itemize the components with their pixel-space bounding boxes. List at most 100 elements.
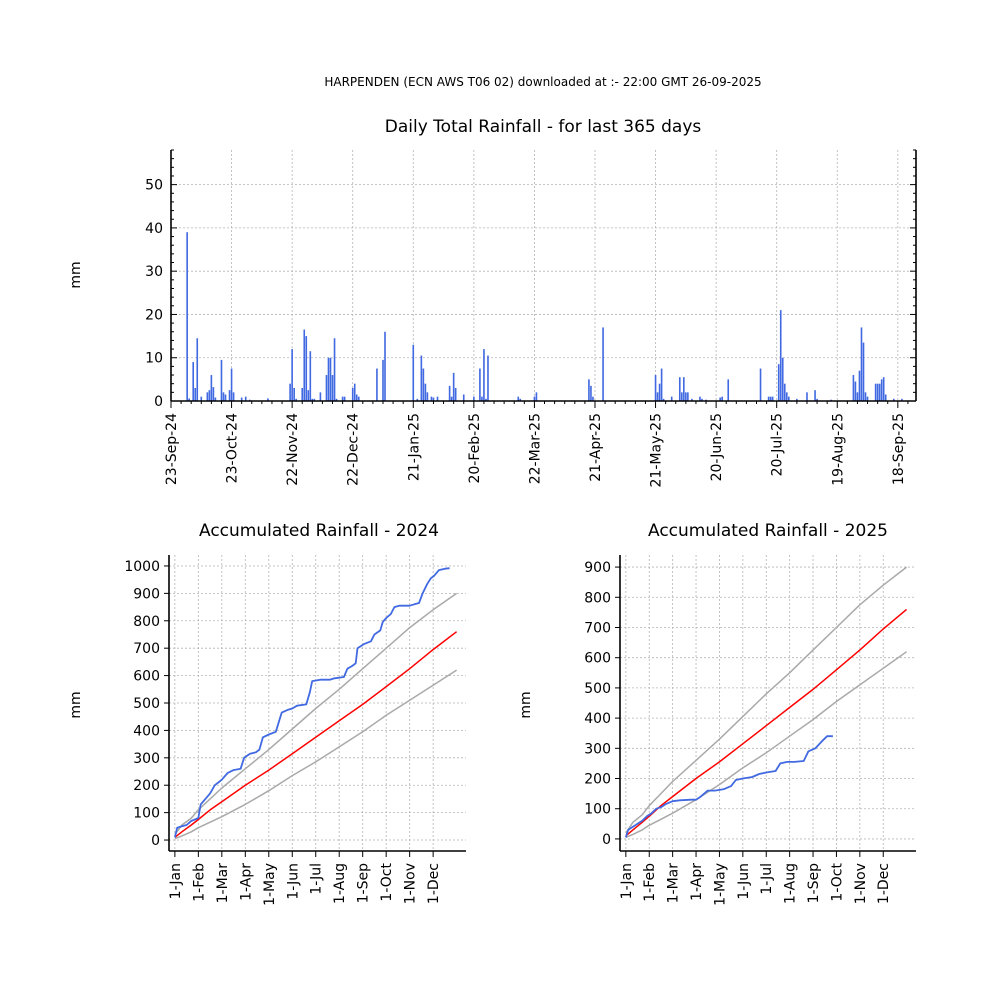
acc-2025-y-tick-label: 200 bbox=[584, 772, 611, 788]
daily-rain-bar bbox=[424, 383, 427, 401]
daily-rain-bar bbox=[309, 351, 312, 401]
daily-rain-bar bbox=[422, 368, 425, 401]
daily-rain-bar bbox=[188, 398, 190, 401]
daily-rain-bar bbox=[588, 379, 590, 401]
daily-rain-bar bbox=[769, 396, 772, 401]
daily-rain-bar bbox=[333, 338, 336, 401]
accumulated-2025-chart: Accumulated Rainfall - 2025 mm 0 100 200 30… bbox=[518, 521, 916, 906]
daily-rain-bar bbox=[771, 396, 774, 401]
daily-rain-bar bbox=[884, 394, 887, 401]
daily-rain-bar bbox=[319, 392, 322, 401]
daily-rain-bar bbox=[785, 392, 788, 401]
daily-rain-bar bbox=[416, 398, 419, 401]
daily-rain-bar bbox=[426, 392, 429, 401]
daily-y-tick-label: 40 bbox=[145, 221, 163, 237]
daily-rain-bar bbox=[301, 388, 304, 401]
daily-y-tick-label: 10 bbox=[145, 351, 163, 367]
daily-rain-bar bbox=[814, 390, 816, 401]
daily-rain-bar bbox=[355, 394, 358, 401]
daily-rain-bar bbox=[454, 388, 457, 401]
daily-rain-bar bbox=[796, 398, 798, 401]
daily-rain-bar bbox=[856, 392, 859, 401]
daily-rain-bar bbox=[487, 355, 489, 401]
daily-y-tick-label: 0 bbox=[154, 394, 163, 410]
daily-rain-bar bbox=[228, 390, 231, 401]
acc-2025-y-tick-label: 100 bbox=[584, 802, 611, 818]
acc-2024-x-tick-label: 1-Dec bbox=[426, 863, 442, 904]
daily-rain-bar bbox=[186, 232, 188, 401]
daily-rain-bar bbox=[450, 396, 453, 401]
daily-rain-bar bbox=[341, 396, 344, 401]
acc-2024-y-tick-label: 1000 bbox=[124, 559, 160, 575]
daily-rain-bar bbox=[680, 392, 683, 401]
daily-rain-bar bbox=[481, 396, 483, 401]
daily-rain-bar bbox=[343, 396, 346, 401]
daily-rain-bar bbox=[351, 388, 354, 401]
daily-rain-bar bbox=[436, 396, 439, 401]
acc-2024-y-tick-label: 100 bbox=[133, 806, 160, 822]
daily-rain-bar bbox=[767, 396, 770, 401]
acc-2024-x-tick-label: 1-Apr bbox=[238, 863, 254, 901]
daily-rain-bar bbox=[325, 375, 328, 401]
daily-y-tick-label: 30 bbox=[145, 264, 163, 280]
acc-2025-series-lower bbox=[625, 651, 908, 839]
acc-2024-y-tick-label: 500 bbox=[133, 696, 160, 712]
acc-2024-y-tick-label: 800 bbox=[133, 614, 160, 630]
acc-2024-y-tick-label: 200 bbox=[133, 778, 160, 794]
acc-2025-x-tick-label: 1-May bbox=[712, 863, 728, 906]
daily-rain-bar bbox=[220, 359, 223, 401]
daily-rain-bar bbox=[658, 383, 661, 401]
daily-rain-bar bbox=[816, 398, 818, 401]
acc-2025-y-tick-label: 0 bbox=[602, 832, 611, 848]
acc-2025-x-tick-label: 1-Apr bbox=[689, 863, 705, 901]
daily-rain-bar bbox=[662, 398, 665, 401]
daily-rain-bar bbox=[267, 398, 269, 401]
daily-rain-bar bbox=[876, 383, 879, 401]
daily-rain-bar bbox=[701, 398, 703, 401]
daily-rain-bar bbox=[305, 336, 308, 401]
daily-chart-title: Daily Total Rainfall - for last 365 days bbox=[385, 117, 702, 137]
daily-rain-bar bbox=[783, 383, 786, 401]
acc-2025-series-upper bbox=[625, 566, 908, 834]
acc-2025-x-tick-label: 1-Oct bbox=[829, 862, 845, 901]
daily-x-tick-label: 23-Sep-24 bbox=[164, 413, 180, 485]
acc-2024-x-tick-label: 1-Nov bbox=[403, 863, 419, 904]
daily-rain-bar bbox=[196, 338, 199, 401]
daily-rain-bar bbox=[452, 372, 455, 401]
daily-x-tick-label: 22-Mar-25 bbox=[527, 413, 543, 484]
daily-rain-bar bbox=[432, 397, 435, 401]
daily-rain-bar bbox=[721, 396, 723, 401]
daily-rain-bar bbox=[602, 327, 604, 401]
acc-2025-y-tick-label: 300 bbox=[584, 741, 611, 757]
acc-2024-x-tick-label: 1-Aug bbox=[332, 863, 348, 904]
daily-rain-bar bbox=[880, 379, 883, 401]
acc-2024-x-tick-label: 1-Jun bbox=[285, 863, 301, 900]
daily-rain-bar bbox=[327, 357, 330, 401]
daily-rain-bar bbox=[656, 392, 659, 401]
daily-rain-bar bbox=[214, 397, 217, 401]
daily-x-tick-label: 23-Oct-24 bbox=[225, 413, 241, 483]
daily-rain-bar bbox=[212, 387, 215, 401]
acc-2025-series-mean bbox=[625, 608, 908, 837]
daily-rain-bar bbox=[331, 375, 334, 401]
acc-2025-y-tick-label: 500 bbox=[584, 681, 611, 697]
acc-2025-series-observed bbox=[624, 735, 833, 838]
acc-2025-y-tick-label: 900 bbox=[584, 560, 611, 576]
daily-y-axis-label: mm bbox=[68, 261, 84, 288]
daily-rain-bar bbox=[376, 368, 378, 401]
daily-rain-bar bbox=[590, 385, 592, 401]
daily-rain-bar bbox=[777, 364, 780, 401]
acc-2025-x-tick-label: 1-Jun bbox=[736, 863, 752, 900]
daily-rainfall-chart: Daily Total Rainfall - for last 365 days… bbox=[68, 117, 917, 487]
acc-2025-x-tick-label: 1-Sep bbox=[806, 863, 822, 903]
daily-rain-bar bbox=[882, 377, 885, 401]
daily-rain-bar bbox=[860, 327, 863, 401]
acc-2025-x-tick-label: 1-Feb bbox=[642, 863, 658, 902]
daily-rain-bar bbox=[535, 392, 538, 401]
daily-rain-bar bbox=[208, 390, 211, 401]
daily-rain-bar bbox=[384, 331, 386, 401]
daily-rain-bar bbox=[519, 398, 522, 401]
daily-rain-bar bbox=[592, 396, 594, 401]
acc-2024-x-tick-label: 1-Sep bbox=[356, 863, 372, 903]
